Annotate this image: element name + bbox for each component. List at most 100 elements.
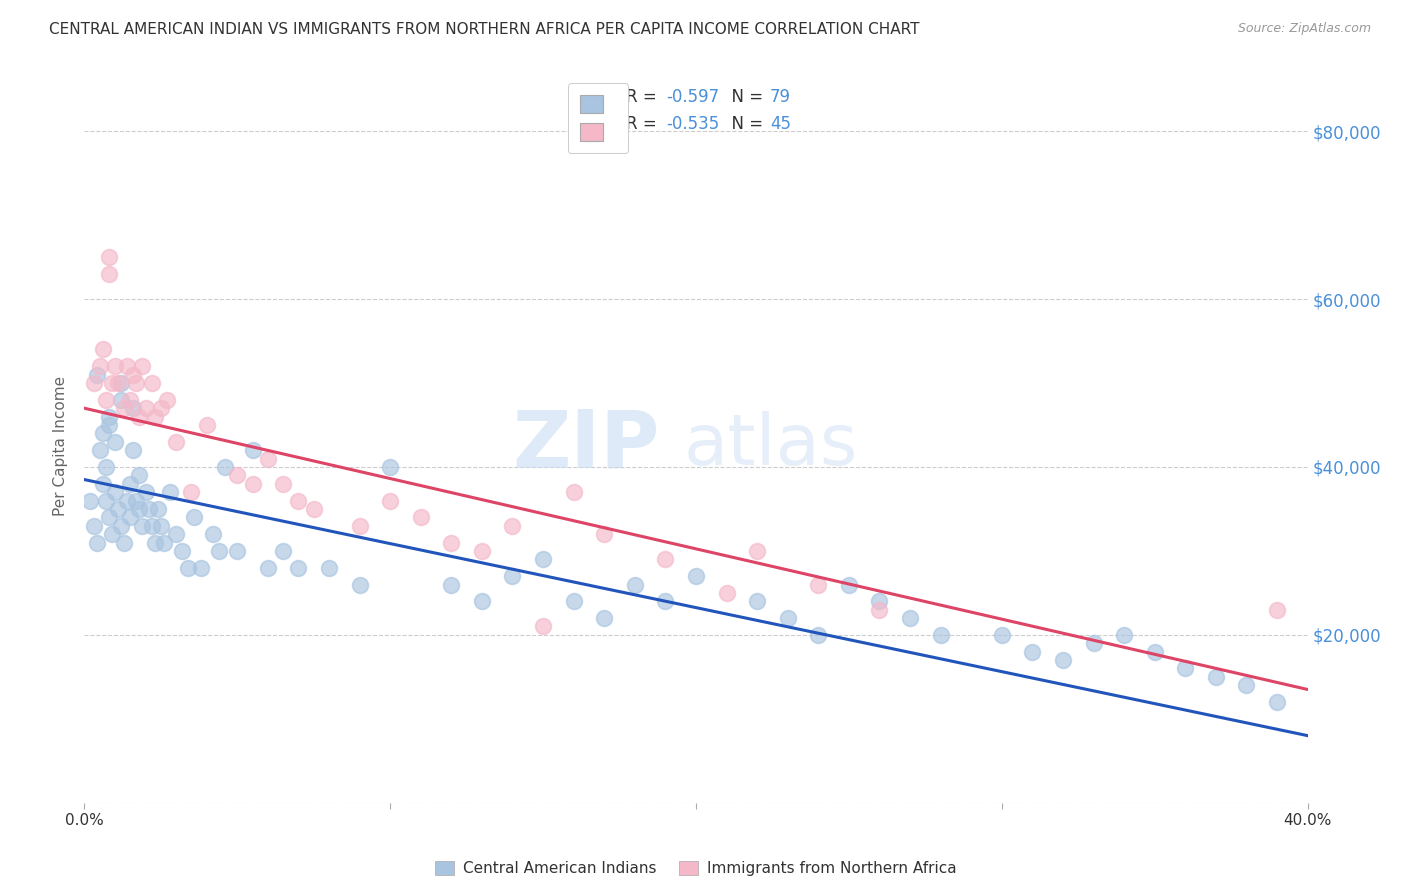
Point <box>159 485 181 500</box>
Point <box>531 552 554 566</box>
Text: -0.535: -0.535 <box>666 115 720 133</box>
Point <box>929 628 952 642</box>
Point <box>91 426 114 441</box>
Point <box>101 527 124 541</box>
Point <box>125 376 148 390</box>
Point <box>287 560 309 574</box>
Point <box>271 476 294 491</box>
Point <box>120 392 142 407</box>
Point <box>122 368 145 382</box>
Point <box>1236 678 1258 692</box>
Point <box>97 267 120 281</box>
Point <box>562 594 585 608</box>
Point <box>593 611 616 625</box>
Point <box>318 560 340 574</box>
Point <box>143 535 166 549</box>
Point <box>125 493 148 508</box>
Point <box>195 417 218 432</box>
Point <box>141 376 163 390</box>
Point <box>869 594 891 608</box>
Point <box>991 628 1014 642</box>
Point <box>747 594 769 608</box>
Point <box>380 460 402 475</box>
Point <box>502 569 524 583</box>
Point <box>89 443 111 458</box>
Point <box>776 611 799 625</box>
Point <box>79 493 101 508</box>
Point <box>502 518 524 533</box>
Point <box>91 476 114 491</box>
Point <box>165 434 187 449</box>
Point <box>440 577 463 591</box>
Point <box>257 560 280 574</box>
Point <box>94 493 117 508</box>
Point <box>716 586 738 600</box>
Point <box>141 518 163 533</box>
Point <box>214 460 236 475</box>
Text: R =: R = <box>626 88 662 106</box>
Point <box>869 603 891 617</box>
Point <box>120 476 142 491</box>
Text: atlas: atlas <box>683 411 858 481</box>
Text: 79: 79 <box>770 88 792 106</box>
Point <box>226 544 249 558</box>
Point <box>226 468 249 483</box>
Point <box>654 552 676 566</box>
Point <box>287 493 309 508</box>
Point <box>531 619 554 633</box>
Point <box>112 535 135 549</box>
Point <box>156 392 179 407</box>
Point <box>128 502 150 516</box>
Text: CENTRAL AMERICAN INDIAN VS IMMIGRANTS FROM NORTHERN AFRICA PER CAPITA INCOME COR: CENTRAL AMERICAN INDIAN VS IMMIGRANTS FR… <box>49 22 920 37</box>
Point <box>624 577 647 591</box>
Point <box>898 611 921 625</box>
Point <box>107 502 129 516</box>
Point <box>409 510 432 524</box>
Text: Source: ZipAtlas.com: Source: ZipAtlas.com <box>1237 22 1371 36</box>
Point <box>654 594 676 608</box>
Point <box>201 527 224 541</box>
Point <box>257 451 280 466</box>
Text: -0.597: -0.597 <box>666 88 718 106</box>
Point <box>1265 603 1288 617</box>
Point <box>135 401 157 416</box>
Point <box>471 544 494 558</box>
Point <box>83 518 105 533</box>
Point <box>180 485 202 500</box>
Point <box>838 577 860 591</box>
Point <box>183 510 205 524</box>
Point <box>122 401 145 416</box>
Point <box>190 560 212 574</box>
Point <box>83 376 105 390</box>
Point <box>165 527 187 541</box>
Point <box>1114 628 1136 642</box>
Point <box>86 535 108 549</box>
Point <box>97 250 120 264</box>
Point <box>153 535 176 549</box>
Point <box>1143 645 1166 659</box>
Point <box>562 485 585 500</box>
Point <box>271 544 294 558</box>
Point <box>115 359 138 374</box>
Point <box>104 485 127 500</box>
Point <box>747 544 769 558</box>
Point <box>101 376 124 390</box>
Point <box>131 518 153 533</box>
Point <box>685 569 707 583</box>
Point <box>107 376 129 390</box>
Point <box>172 544 194 558</box>
Point <box>89 359 111 374</box>
Point <box>97 510 120 524</box>
Point <box>440 535 463 549</box>
Point <box>138 502 160 516</box>
Point <box>110 376 132 390</box>
Point <box>349 577 371 591</box>
Point <box>807 577 830 591</box>
Y-axis label: Per Capita Income: Per Capita Income <box>53 376 69 516</box>
Point <box>128 409 150 424</box>
Point <box>128 468 150 483</box>
Text: R =: R = <box>626 115 662 133</box>
Point <box>94 460 117 475</box>
Point <box>1205 670 1227 684</box>
Point <box>302 502 325 516</box>
